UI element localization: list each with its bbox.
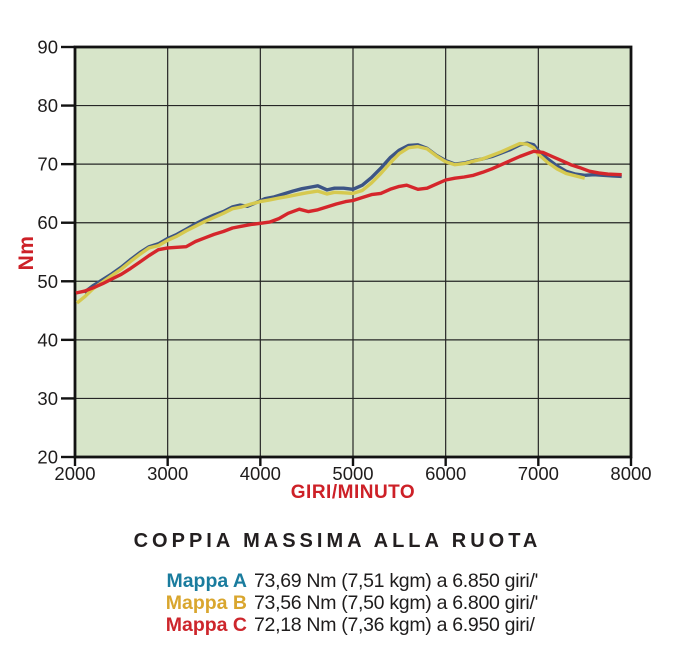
- legend-row-mappa-a: Mappa A 73,69 Nm (7,51 kgm) a 6.850 giri…: [0, 570, 675, 592]
- legend-series-value: 73,56 Nm (7,50 kgm) a 6.800 giri/': [254, 592, 538, 614]
- y-tick-label: 40: [37, 329, 58, 350]
- caption-title: COPPIA MASSIMA ALLA RUOTA: [133, 530, 542, 552]
- y-tick-label: 60: [37, 212, 58, 233]
- series-line-mappa-b: [75, 141, 586, 305]
- y-tick-label: 50: [37, 271, 58, 292]
- legend-row-mappa-b: Mappa B 73,56 Nm (7,50 kgm) a 6.800 giri…: [0, 592, 675, 614]
- legend-series-value: 73,69 Nm (7,51 kgm) a 6.850 giri/': [254, 570, 538, 592]
- y-axis-title: Nm: [15, 235, 38, 271]
- x-tick-label: 5000: [332, 463, 373, 484]
- x-tick-label: 8000: [610, 463, 651, 484]
- x-axis-title: GIRI/MINUTO: [290, 482, 416, 503]
- y-tick-label: 70: [37, 154, 58, 175]
- plot-border: [73, 45, 633, 459]
- legend-row-mappa-c: Mappa C 72,18 Nm (7,36 kgm) a 6.950 giri…: [0, 614, 675, 636]
- y-tick-label: 30: [37, 388, 58, 409]
- legend-series-label: Mappa B: [165, 592, 247, 614]
- legend-series-value: 72,18 Nm (7,36 kgm) a 6.950 giri/: [254, 614, 535, 636]
- x-tick-label: 2000: [54, 463, 95, 484]
- legend-series-label: Mappa A: [166, 570, 247, 592]
- torque-chart: 20 30 40 50 60 70 80 90 2000 3000 4000 5000 6000 7000…: [37, 37, 651, 485]
- x-tick-label: 4000: [240, 463, 281, 484]
- x-tick-label: 3000: [147, 463, 188, 484]
- legend-series-label: Mappa C: [165, 614, 247, 636]
- y-tick-label: 90: [37, 37, 58, 58]
- x-tick-label: 7000: [518, 463, 559, 484]
- caption-legend: Mappa A 73,69 Nm (7,51 kgm) a 6.850 giri…: [0, 570, 675, 636]
- y-tick-label: 80: [37, 95, 58, 116]
- y-tick-label: 20: [37, 447, 58, 468]
- x-tick-label: 6000: [425, 463, 466, 484]
- series-line-mappa-c: [75, 149, 622, 295]
